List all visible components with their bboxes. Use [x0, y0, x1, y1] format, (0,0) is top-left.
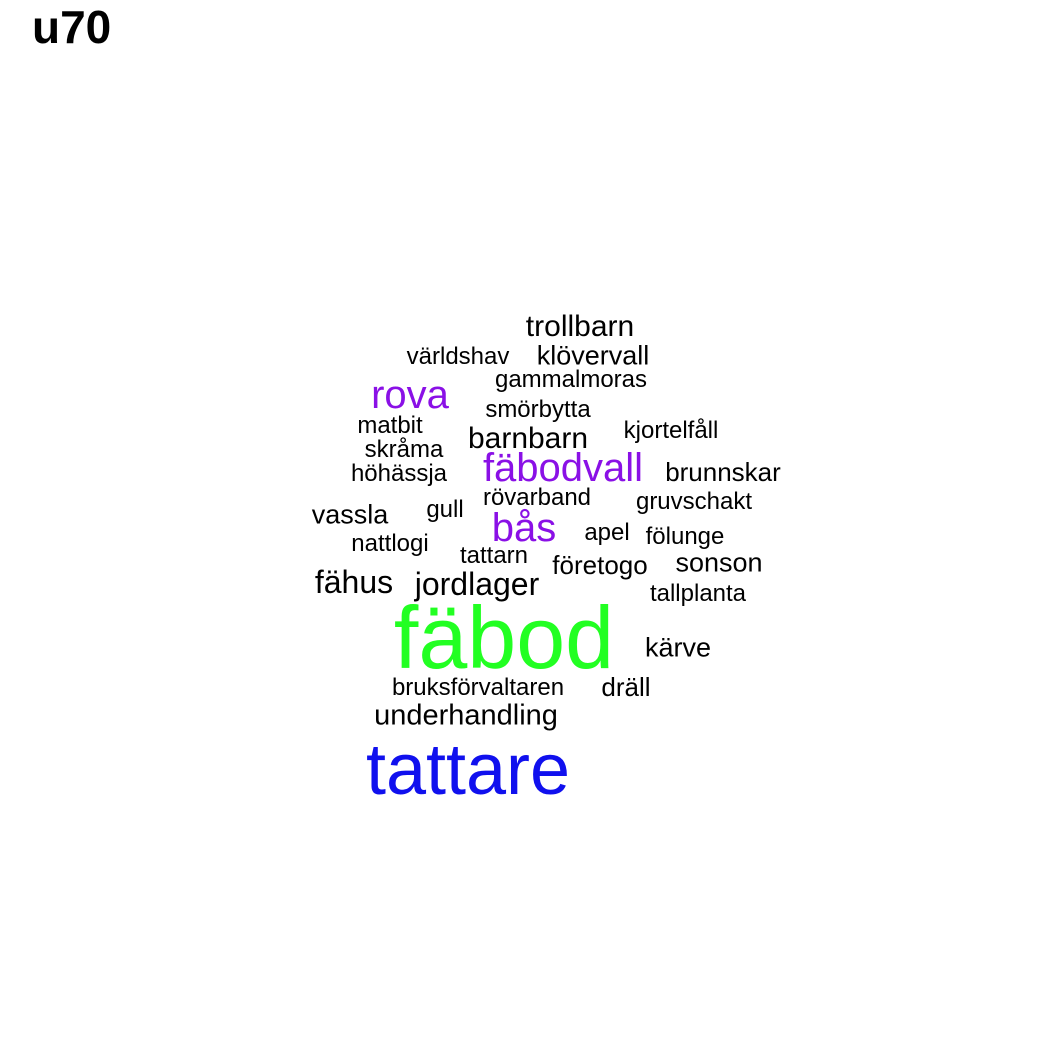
cloud-word: nattlogi	[351, 530, 429, 557]
cloud-word: gammalmoras	[494, 366, 648, 393]
cloud-word: kärve	[644, 632, 712, 663]
cloud-word: världshav	[406, 343, 510, 370]
cloud-word: fäbod	[393, 588, 615, 687]
cloud-word: smörbytta	[485, 396, 591, 423]
cloud-word: tallplanta	[649, 580, 747, 607]
cloud-word: fähus	[314, 564, 394, 600]
cloud-word: rövarband	[482, 484, 592, 511]
cloud-word: klövervall	[536, 340, 650, 371]
cloud-word: gruvschakt	[635, 488, 753, 515]
cloud-word: barnbarn	[467, 422, 589, 455]
cloud-word: fölunge	[645, 523, 725, 550]
cloud-word: höhässja	[350, 460, 448, 487]
cloud-word: trollbarn	[525, 310, 635, 343]
cloud-word: bås	[491, 506, 557, 550]
cloud-word: vassla	[311, 499, 389, 530]
cloud-word: dräll	[601, 672, 651, 702]
cloud-word: apel	[584, 519, 630, 546]
page-title: u70	[32, 1, 112, 53]
cloud-word: matbit	[357, 412, 423, 439]
cloud-word: underhandling	[374, 699, 558, 732]
cloud-word: bruksförvaltaren	[391, 674, 565, 701]
cloud-word: sonson	[675, 547, 763, 578]
cloud-word: rova	[371, 373, 449, 417]
cloud-word: tattare	[365, 730, 571, 810]
cloud-word: företogo	[552, 550, 648, 580]
cloud-word: skråma	[364, 436, 444, 463]
cloud-word: gull	[426, 496, 464, 523]
cloud-word: tattarn	[459, 542, 529, 569]
cloud-word: kjortelfåll	[623, 417, 719, 444]
cloud-word: fäbodvall	[482, 446, 644, 490]
cloud-word: jordlager	[414, 566, 540, 602]
cloud-word: brunnskar	[665, 457, 781, 487]
